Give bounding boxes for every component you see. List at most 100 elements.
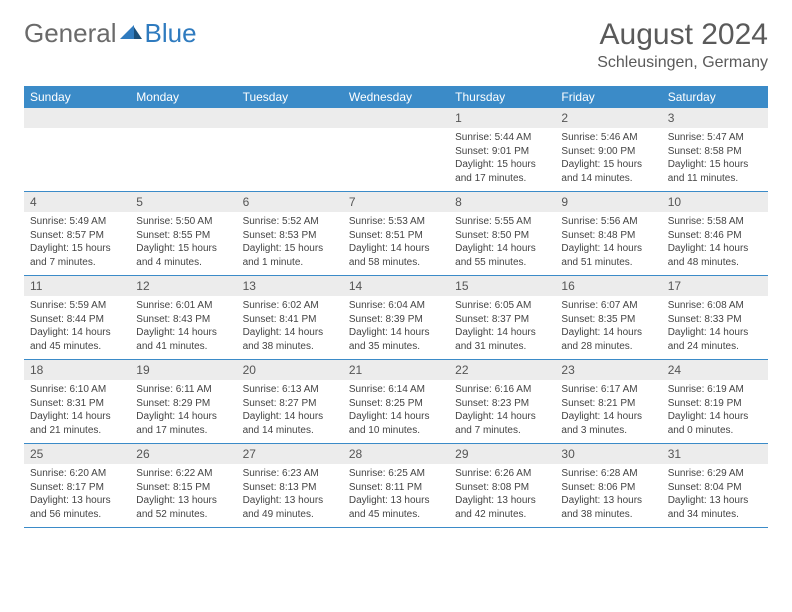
sunrise-text: Sunrise: 5:50 AM xyxy=(136,215,230,229)
day-content: Sunrise: 6:10 AMSunset: 8:31 PMDaylight:… xyxy=(24,380,130,443)
sunset-text: Sunset: 8:55 PM xyxy=(136,229,230,243)
sunrise-text: Sunrise: 6:02 AM xyxy=(243,299,337,313)
sunrise-text: Sunrise: 6:26 AM xyxy=(455,467,549,481)
day-content: Sunrise: 6:29 AMSunset: 8:04 PMDaylight:… xyxy=(662,464,768,527)
sunset-text: Sunset: 8:51 PM xyxy=(349,229,443,243)
page-title: August 2024 xyxy=(597,18,768,52)
day-content: Sunrise: 6:14 AMSunset: 8:25 PMDaylight:… xyxy=(343,380,449,443)
day-number: 13 xyxy=(237,276,343,296)
week-row: 18192021222324Sunrise: 6:10 AMSunset: 8:… xyxy=(24,360,768,444)
sunset-text: Sunset: 9:00 PM xyxy=(561,145,655,159)
day-content: Sunrise: 6:26 AMSunset: 8:08 PMDaylight:… xyxy=(449,464,555,527)
daylight-text: Daylight: 14 hours and 7 minutes. xyxy=(455,410,549,437)
sunrise-text: Sunrise: 6:22 AM xyxy=(136,467,230,481)
sunset-text: Sunset: 8:53 PM xyxy=(243,229,337,243)
day-number: 16 xyxy=(555,276,661,296)
day-number: 23 xyxy=(555,360,661,380)
sunrise-text: Sunrise: 5:44 AM xyxy=(455,131,549,145)
sunrise-text: Sunrise: 6:23 AM xyxy=(243,467,337,481)
sunset-text: Sunset: 8:46 PM xyxy=(668,229,762,243)
weekday-header: Friday xyxy=(555,86,661,108)
day-number: 25 xyxy=(24,444,130,464)
logo-blue: Blue xyxy=(145,18,197,49)
sunset-text: Sunset: 8:50 PM xyxy=(455,229,549,243)
day-content: Sunrise: 5:58 AMSunset: 8:46 PMDaylight:… xyxy=(662,212,768,275)
sunset-text: Sunset: 8:27 PM xyxy=(243,397,337,411)
day-content: Sunrise: 6:17 AMSunset: 8:21 PMDaylight:… xyxy=(555,380,661,443)
day-number: 10 xyxy=(662,192,768,212)
day-content: Sunrise: 6:23 AMSunset: 8:13 PMDaylight:… xyxy=(237,464,343,527)
sunset-text: Sunset: 8:44 PM xyxy=(30,313,124,327)
daylight-text: Daylight: 14 hours and 31 minutes. xyxy=(455,326,549,353)
day-content: Sunrise: 6:28 AMSunset: 8:06 PMDaylight:… xyxy=(555,464,661,527)
sunrise-text: Sunrise: 6:10 AM xyxy=(30,383,124,397)
sunrise-text: Sunrise: 6:20 AM xyxy=(30,467,124,481)
day-number: 15 xyxy=(449,276,555,296)
sunrise-text: Sunrise: 6:07 AM xyxy=(561,299,655,313)
sunset-text: Sunset: 8:58 PM xyxy=(668,145,762,159)
sunset-text: Sunset: 8:31 PM xyxy=(30,397,124,411)
title-block: August 2024 Schleusingen, Germany xyxy=(597,18,768,72)
day-number xyxy=(343,108,449,128)
daylight-text: Daylight: 13 hours and 42 minutes. xyxy=(455,494,549,521)
day-content xyxy=(24,128,130,191)
day-content: Sunrise: 6:16 AMSunset: 8:23 PMDaylight:… xyxy=(449,380,555,443)
sunrise-text: Sunrise: 6:01 AM xyxy=(136,299,230,313)
day-content: Sunrise: 5:44 AMSunset: 9:01 PMDaylight:… xyxy=(449,128,555,191)
day-content: Sunrise: 6:02 AMSunset: 8:41 PMDaylight:… xyxy=(237,296,343,359)
day-number: 12 xyxy=(130,276,236,296)
sunset-text: Sunset: 8:08 PM xyxy=(455,481,549,495)
sunset-text: Sunset: 8:57 PM xyxy=(30,229,124,243)
day-content: Sunrise: 5:53 AMSunset: 8:51 PMDaylight:… xyxy=(343,212,449,275)
sunrise-text: Sunrise: 6:14 AM xyxy=(349,383,443,397)
sunset-text: Sunset: 8:21 PM xyxy=(561,397,655,411)
sunset-text: Sunset: 8:37 PM xyxy=(455,313,549,327)
day-content: Sunrise: 6:25 AMSunset: 8:11 PMDaylight:… xyxy=(343,464,449,527)
daylight-text: Daylight: 13 hours and 49 minutes. xyxy=(243,494,337,521)
sunrise-text: Sunrise: 5:47 AM xyxy=(668,131,762,145)
page-subtitle: Schleusingen, Germany xyxy=(597,54,768,72)
weekday-header: Saturday xyxy=(662,86,768,108)
sunset-text: Sunset: 8:39 PM xyxy=(349,313,443,327)
sunset-text: Sunset: 8:17 PM xyxy=(30,481,124,495)
sunset-text: Sunset: 8:13 PM xyxy=(243,481,337,495)
sunrise-text: Sunrise: 5:59 AM xyxy=(30,299,124,313)
sunrise-text: Sunrise: 6:04 AM xyxy=(349,299,443,313)
sunset-text: Sunset: 8:11 PM xyxy=(349,481,443,495)
daylight-text: Daylight: 14 hours and 35 minutes. xyxy=(349,326,443,353)
weekday-header: Tuesday xyxy=(237,86,343,108)
sunrise-text: Sunrise: 5:52 AM xyxy=(243,215,337,229)
day-number: 24 xyxy=(662,360,768,380)
week-row: 11121314151617Sunrise: 5:59 AMSunset: 8:… xyxy=(24,276,768,360)
day-number: 14 xyxy=(343,276,449,296)
sunset-text: Sunset: 9:01 PM xyxy=(455,145,549,159)
daylight-text: Daylight: 15 hours and 7 minutes. xyxy=(30,242,124,269)
sunrise-text: Sunrise: 5:55 AM xyxy=(455,215,549,229)
daylight-text: Daylight: 13 hours and 56 minutes. xyxy=(30,494,124,521)
week-row: 25262728293031Sunrise: 6:20 AMSunset: 8:… xyxy=(24,444,768,528)
sunrise-text: Sunrise: 6:29 AM xyxy=(668,467,762,481)
day-content: Sunrise: 5:59 AMSunset: 8:44 PMDaylight:… xyxy=(24,296,130,359)
triangle-icon xyxy=(120,21,142,46)
weekday-header: Wednesday xyxy=(343,86,449,108)
daylight-text: Daylight: 14 hours and 45 minutes. xyxy=(30,326,124,353)
day-content: Sunrise: 5:52 AMSunset: 8:53 PMDaylight:… xyxy=(237,212,343,275)
day-number: 22 xyxy=(449,360,555,380)
day-content: Sunrise: 6:01 AMSunset: 8:43 PMDaylight:… xyxy=(130,296,236,359)
week-row: 45678910Sunrise: 5:49 AMSunset: 8:57 PMD… xyxy=(24,192,768,276)
daylight-text: Daylight: 14 hours and 28 minutes. xyxy=(561,326,655,353)
daylight-text: Daylight: 15 hours and 14 minutes. xyxy=(561,158,655,185)
weekday-header: Thursday xyxy=(449,86,555,108)
weekday-header: Monday xyxy=(130,86,236,108)
day-content: Sunrise: 6:19 AMSunset: 8:19 PMDaylight:… xyxy=(662,380,768,443)
sunrise-text: Sunrise: 6:16 AM xyxy=(455,383,549,397)
header: General Blue August 2024 Schleusingen, G… xyxy=(0,0,792,80)
day-content: Sunrise: 5:56 AMSunset: 8:48 PMDaylight:… xyxy=(555,212,661,275)
daylight-text: Daylight: 14 hours and 58 minutes. xyxy=(349,242,443,269)
daylight-text: Daylight: 15 hours and 4 minutes. xyxy=(136,242,230,269)
sunset-text: Sunset: 8:15 PM xyxy=(136,481,230,495)
sunrise-text: Sunrise: 6:08 AM xyxy=(668,299,762,313)
day-number xyxy=(237,108,343,128)
sunrise-text: Sunrise: 5:53 AM xyxy=(349,215,443,229)
sunrise-text: Sunrise: 5:46 AM xyxy=(561,131,655,145)
